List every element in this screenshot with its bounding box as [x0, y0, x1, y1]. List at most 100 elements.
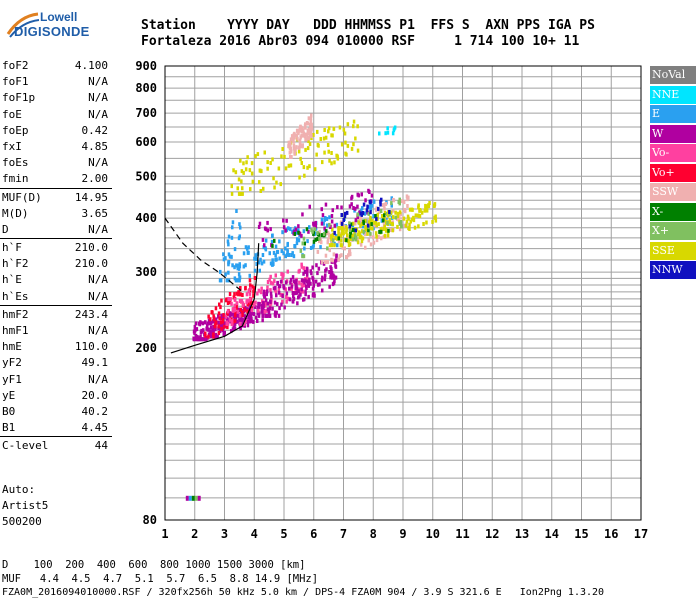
- echo-point: [328, 158, 331, 163]
- param-label: h`F: [2, 241, 22, 255]
- echo-point: [330, 243, 333, 248]
- echo-point: [297, 238, 301, 243]
- param-label: hmE: [2, 340, 22, 354]
- echo-point: [431, 219, 434, 224]
- echo-point: [296, 301, 299, 306]
- echo-point: [196, 337, 199, 342]
- echo-point: [194, 495, 198, 501]
- echo-point: [194, 328, 197, 333]
- echo-point: [286, 296, 290, 301]
- echo-point: [240, 191, 243, 196]
- echo-point: [337, 239, 341, 244]
- param-label: foF2: [2, 59, 29, 72]
- echo-point: [328, 222, 331, 227]
- echo-point: [239, 321, 242, 326]
- echo-point: [227, 260, 231, 265]
- echo-point: [333, 243, 336, 248]
- echo-point: [331, 133, 334, 138]
- echo-point: [290, 134, 294, 139]
- echo-point: [241, 318, 245, 323]
- echo-point: [382, 218, 385, 223]
- echo-point: [364, 245, 367, 250]
- echo-point: [224, 256, 227, 261]
- echo-point: [233, 303, 236, 308]
- echo-point: [406, 197, 409, 202]
- param-value: N/A: [88, 289, 108, 303]
- echo-point: [335, 254, 338, 258]
- echo-point: [222, 313, 225, 318]
- echo-point: [433, 215, 436, 220]
- echo-point: [234, 278, 238, 283]
- echo-point: [336, 154, 339, 159]
- echo-point: [305, 286, 308, 290]
- echo-point: [337, 236, 340, 241]
- echo-point: [226, 309, 230, 314]
- echo-point: [250, 161, 254, 166]
- echo-point: [282, 285, 286, 290]
- echo-point: [278, 239, 281, 244]
- param-row: yF2 49.1: [0, 355, 112, 371]
- echo-point: [253, 256, 256, 261]
- echo-point: [332, 238, 335, 243]
- param-value: 210.0: [74, 241, 108, 255]
- echo-point: [313, 227, 317, 232]
- param-row: B0 40.2: [0, 404, 112, 420]
- header-values: Fortaleza 2016 Abr03 094 010000 RSF 1 71…: [141, 34, 580, 49]
- logo-swoosh-icon: [6, 12, 40, 38]
- echo-point: [361, 206, 364, 211]
- echo-point: [305, 227, 309, 232]
- echo-point: [269, 303, 272, 308]
- echo-point: [336, 156, 340, 161]
- echo-point: [397, 200, 400, 204]
- echo-point: [312, 239, 316, 244]
- echo-point: [391, 228, 394, 233]
- echo-point: [272, 286, 276, 291]
- echo-point: [302, 254, 306, 259]
- echo-point: [343, 246, 346, 251]
- echo-point: [309, 131, 313, 136]
- echo-point: [329, 225, 332, 229]
- echo-point: [249, 286, 252, 291]
- legend-item: X+: [650, 222, 696, 240]
- echo-point: [250, 308, 254, 313]
- echo-point: [303, 280, 306, 285]
- echo-point: [238, 278, 241, 283]
- echo-point: [246, 323, 250, 328]
- echo-point: [304, 278, 307, 283]
- param-value: 14.95: [74, 190, 108, 204]
- echo-point: [295, 237, 299, 242]
- echo-point: [246, 302, 249, 307]
- echo-point: [285, 280, 288, 285]
- echo-point: [294, 286, 297, 290]
- echo-point: [283, 154, 286, 159]
- echo-point: [207, 314, 210, 319]
- echo-point: [214, 332, 218, 337]
- echo-point: [381, 226, 384, 231]
- echo-point: [235, 301, 239, 306]
- echo-point: [377, 206, 380, 211]
- param-label: yE: [2, 388, 16, 402]
- echo-point: [302, 229, 306, 234]
- echo-point: [264, 238, 268, 243]
- echo-point: [193, 337, 196, 342]
- echo-point: [294, 280, 297, 285]
- echo-point: [308, 142, 312, 146]
- echo-point: [414, 213, 418, 218]
- echo-point: [263, 226, 267, 231]
- echo-point: [252, 293, 255, 298]
- echo-point: [220, 326, 223, 331]
- autoscaling-info: Auto: Artist5 500200: [2, 482, 48, 530]
- param-value: 4.45: [81, 421, 109, 435]
- echo-point: [398, 227, 402, 232]
- echo-point: [245, 300, 248, 305]
- echo-point: [324, 135, 328, 140]
- echo-point: [370, 193, 374, 198]
- echo-point: [244, 245, 248, 250]
- echo-point: [343, 131, 347, 136]
- echo-point: [333, 223, 336, 228]
- echo-point: [240, 169, 244, 174]
- echo-point: [366, 231, 369, 236]
- echo-point: [273, 312, 277, 317]
- param-label: hmF2: [2, 307, 29, 321]
- echo-point: [352, 234, 356, 239]
